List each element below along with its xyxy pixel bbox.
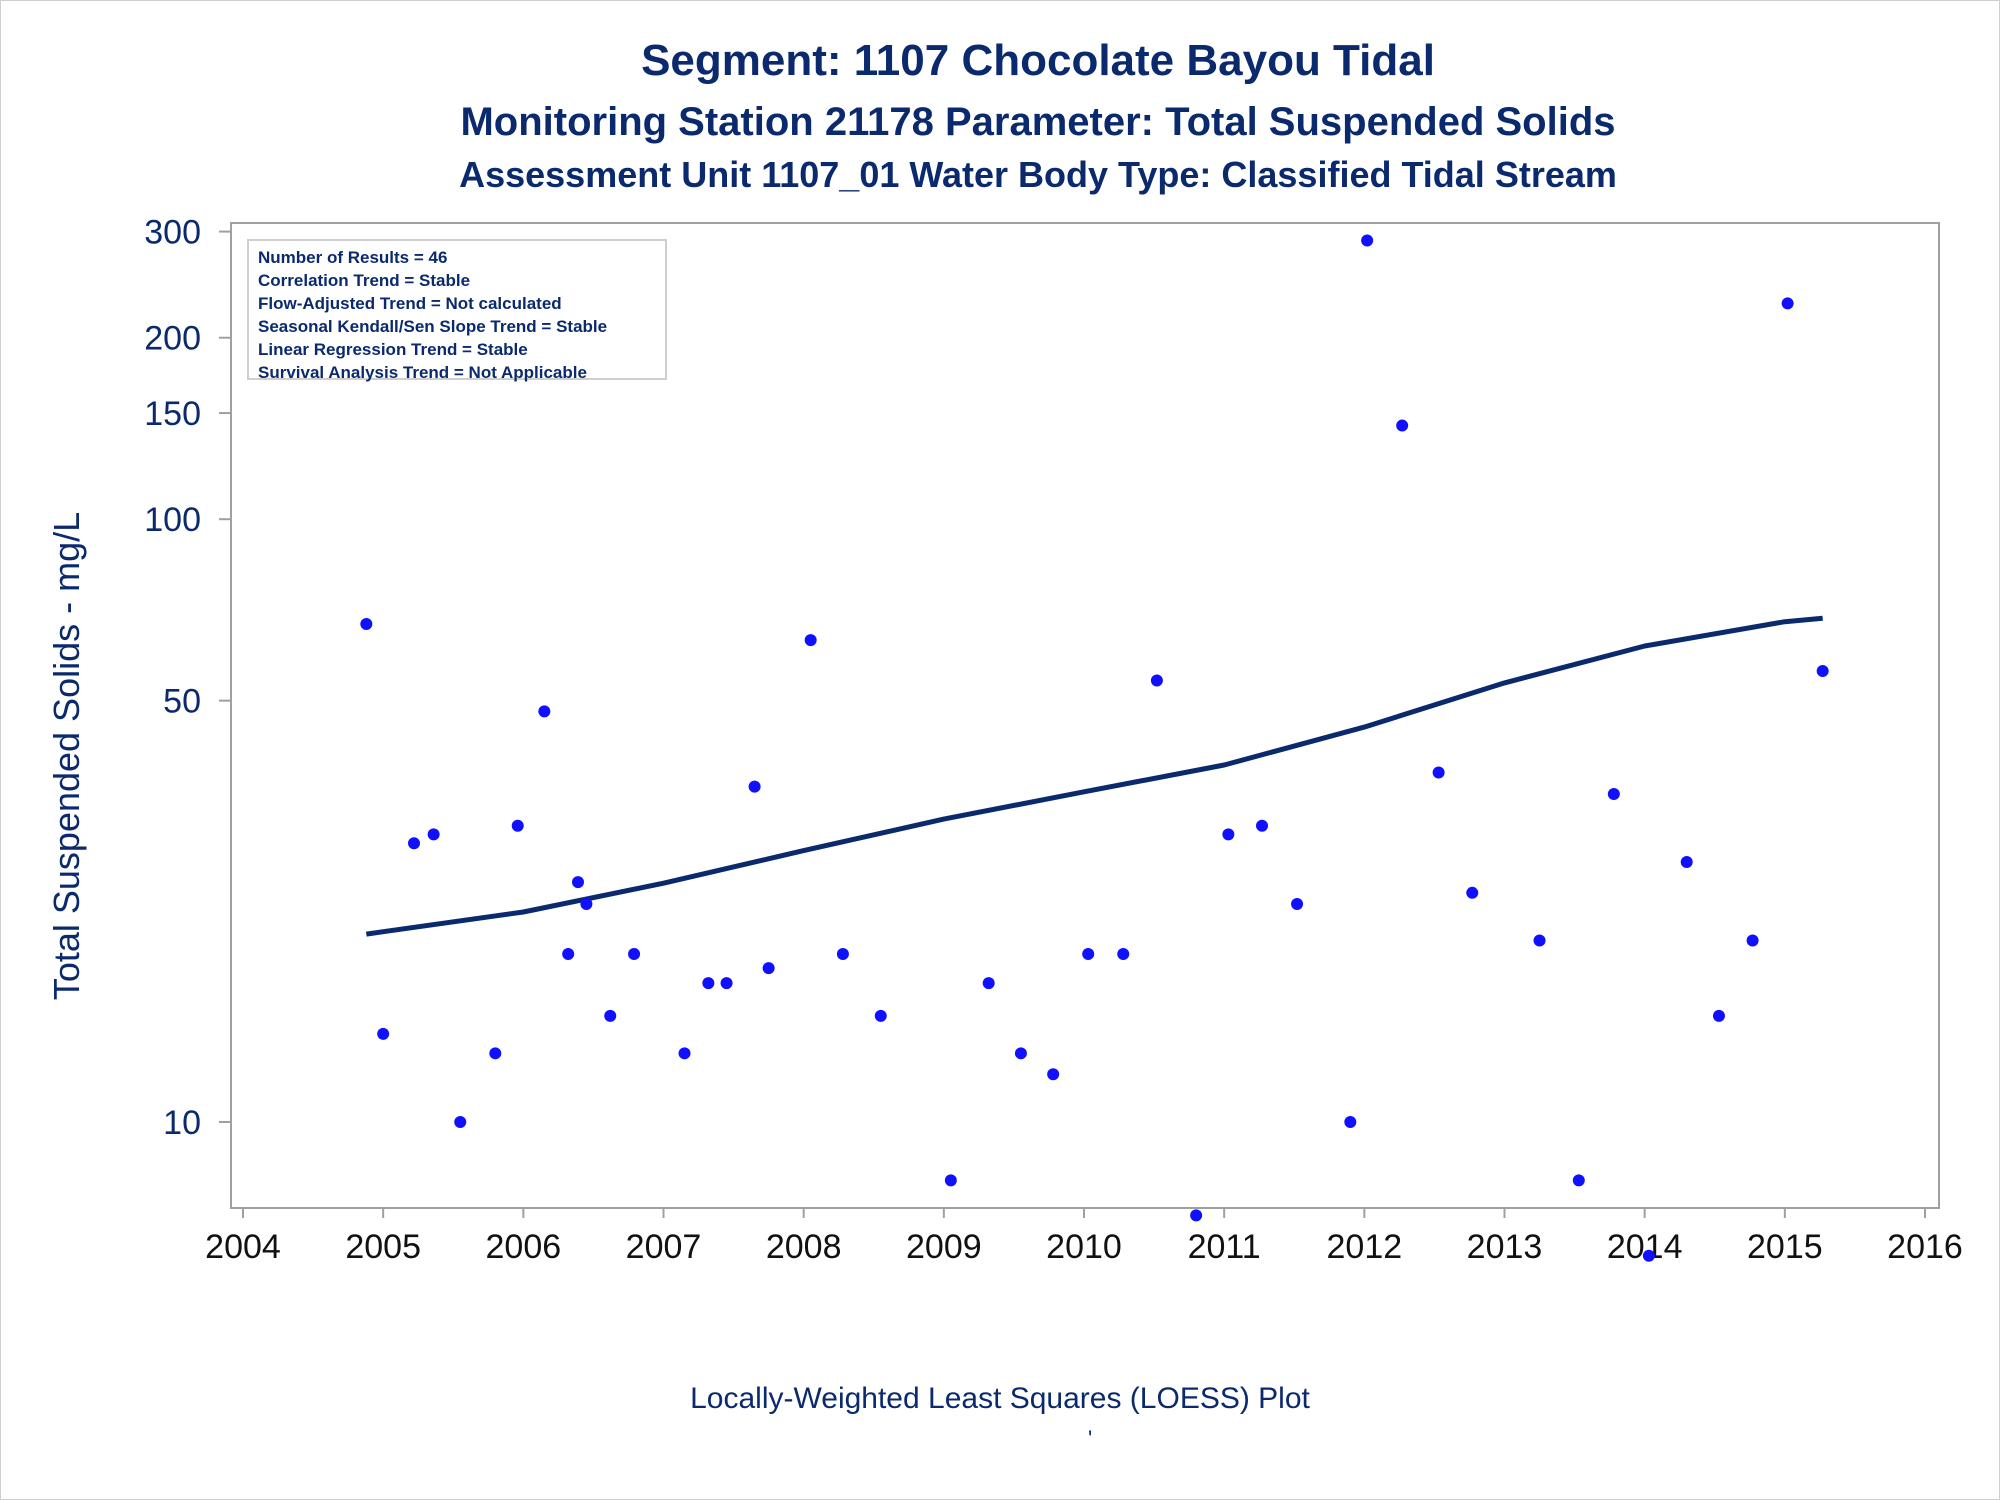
plot-caption: Locally-Weighted Least Squares (LOESS) P… xyxy=(690,1382,1310,1415)
y-tick-label: 200 xyxy=(144,320,201,358)
x-tick-label: 2010 xyxy=(1046,1228,1122,1266)
chart-title: Segment: 1107 Chocolate Bayou Tidal xyxy=(641,36,1435,85)
data-point xyxy=(1466,886,1479,899)
data-point xyxy=(762,962,775,975)
data-point xyxy=(1256,819,1269,832)
data-point xyxy=(982,977,995,990)
data-point xyxy=(628,947,641,960)
data-point xyxy=(1222,828,1235,841)
data-point xyxy=(360,618,373,631)
data-point xyxy=(1361,234,1374,247)
data-point xyxy=(538,705,551,718)
data-point xyxy=(1190,1209,1203,1222)
data-point xyxy=(1642,1249,1655,1262)
data-point xyxy=(1014,1047,1027,1060)
data-point xyxy=(1533,934,1546,947)
data-point xyxy=(1572,1174,1585,1187)
y-tick-label: 150 xyxy=(144,395,201,433)
stats-box: Number of Results = 46 Correlation Trend… xyxy=(247,239,667,382)
y-tick-label: 10 xyxy=(163,1104,201,1142)
data-point xyxy=(571,876,584,889)
data-point xyxy=(1712,1009,1725,1022)
data-point xyxy=(1432,766,1445,779)
footer-mark: ' xyxy=(1088,1426,1093,1451)
data-point xyxy=(1607,788,1620,801)
data-point xyxy=(1150,674,1163,687)
x-tick-label: 2007 xyxy=(626,1228,702,1266)
x-tick-label: 2015 xyxy=(1747,1228,1823,1266)
data-point xyxy=(1396,419,1409,432)
chart-subtitle: Monitoring Station 21178 Parameter: Tota… xyxy=(460,100,1616,144)
data-point xyxy=(944,1174,957,1187)
data-point xyxy=(511,819,524,832)
x-tick-label: 2005 xyxy=(345,1228,421,1266)
data-point xyxy=(678,1047,691,1060)
data-point xyxy=(408,837,421,850)
data-point xyxy=(720,977,733,990)
x-tick-label: 2013 xyxy=(1467,1228,1543,1266)
data-point xyxy=(1781,297,1794,310)
x-tick-label: 2012 xyxy=(1327,1228,1403,1266)
x-tick-label: 2009 xyxy=(906,1228,982,1266)
stats-line-linear-regression: Linear Regression Trend = Stable xyxy=(258,340,528,359)
data-point xyxy=(1082,947,1095,960)
data-point xyxy=(1746,934,1759,947)
x-tick-label: 2016 xyxy=(1887,1228,1963,1266)
y-tick-label: 300 xyxy=(144,214,201,252)
data-point xyxy=(604,1009,617,1022)
x-tick-label: 2011 xyxy=(1188,1228,1261,1266)
y-axis-label: Total Suspended Solids - mg/L xyxy=(46,511,88,1000)
data-point xyxy=(489,1047,502,1060)
data-point xyxy=(804,634,817,647)
stats-line-flow-adjusted: Flow-Adjusted Trend = Not calculated xyxy=(258,294,562,313)
data-point xyxy=(1680,855,1693,868)
x-tick-label: 2014 xyxy=(1607,1228,1683,1266)
data-point xyxy=(748,780,761,793)
data-point xyxy=(562,947,575,960)
stats-line-survival: Survival Analysis Trend = Not Applicable xyxy=(258,363,587,382)
y-tick-label: 50 xyxy=(163,683,201,721)
y-tick-label: 100 xyxy=(144,501,201,539)
data-point xyxy=(427,828,440,841)
data-point xyxy=(1117,947,1130,960)
x-tick-label: 2008 xyxy=(766,1228,842,1266)
data-point xyxy=(836,947,849,960)
data-point xyxy=(1816,664,1829,677)
data-point xyxy=(1344,1115,1357,1128)
stats-line-seasonal-kendall: Seasonal Kendall/Sen Slope Trend = Stabl… xyxy=(258,317,608,336)
data-point xyxy=(874,1009,887,1022)
stats-line-results: Number of Results = 46 xyxy=(258,248,448,267)
data-point xyxy=(454,1115,467,1128)
data-point xyxy=(377,1027,390,1040)
data-point xyxy=(1047,1068,1060,1081)
x-tick-label: 2006 xyxy=(486,1228,562,1266)
data-point xyxy=(580,897,593,910)
data-point xyxy=(1291,897,1304,910)
data-point xyxy=(702,977,715,990)
loess-line xyxy=(365,615,1823,937)
stats-line-correlation: Correlation Trend = Stable xyxy=(258,271,471,290)
chart-subtitle-2: Assessment Unit 1107_01 Water Body Type:… xyxy=(459,154,1617,195)
x-tick-label: 2004 xyxy=(205,1228,281,1266)
